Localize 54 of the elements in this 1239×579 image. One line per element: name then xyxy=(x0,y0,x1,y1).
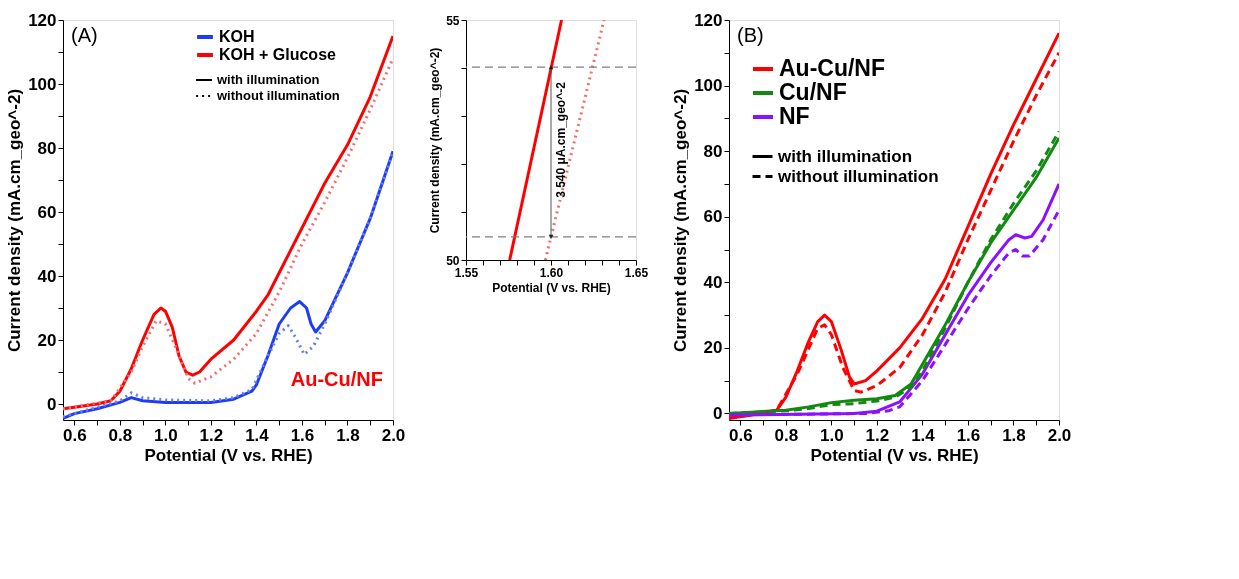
legend-label: KOH + Glucose xyxy=(219,46,337,63)
x-tick-label: 0.6 xyxy=(729,425,753,445)
annotation: (B) xyxy=(737,24,764,46)
annotation: without illumination xyxy=(216,88,340,103)
x-tick-label: 1.0 xyxy=(820,425,844,445)
y-tick-label: 0 xyxy=(713,403,723,423)
x-tick-label: 1.6 xyxy=(290,425,315,445)
y-tick-label: 20 xyxy=(703,338,723,358)
y-tick-label: 120 xyxy=(694,10,723,30)
legend-label: Cu/NF xyxy=(779,79,847,105)
y-tick-label: 80 xyxy=(703,141,723,161)
annotation: Au-Cu/NF xyxy=(290,368,383,390)
x-tick-label: 1.4 xyxy=(911,425,936,445)
x-tick-label: 1.2 xyxy=(865,425,890,445)
annotation: with illumination xyxy=(216,72,320,87)
x-tick-label: 1.4 xyxy=(245,425,270,445)
y-tick-label: 0 xyxy=(47,394,57,414)
legend-label: KOH xyxy=(219,28,255,45)
y-tick-label: 80 xyxy=(37,138,57,158)
y-tick-label: 20 xyxy=(37,330,57,350)
x-axis-title: Potential (V vs. RHE) xyxy=(144,445,313,465)
x-tick-label: 1.65 xyxy=(624,265,649,280)
x-tick-label: 0.8 xyxy=(108,425,133,445)
y-axis-title: Current density (mA.cm_geo^-2) xyxy=(428,47,443,234)
y-tick-label: 60 xyxy=(37,202,57,222)
x-tick-label: 1.60 xyxy=(539,265,564,280)
x-tick-label: 2.0 xyxy=(1047,425,1072,445)
annotation: with illumination xyxy=(777,146,913,166)
y-axis-title: Current density (mA.cm_geo^-2) xyxy=(5,88,25,353)
annotation: without illumination xyxy=(777,166,939,186)
x-tick-label: 1.0 xyxy=(154,425,178,445)
legend-label: Au-Cu/NF xyxy=(779,55,886,81)
x-axis-title: Potential (V vs. RHE) xyxy=(810,445,979,465)
legend-label: NF xyxy=(779,103,810,129)
y-tick-label: 100 xyxy=(28,74,57,94)
y-tick-label: 50 xyxy=(446,253,460,268)
x-tick-label: 1.8 xyxy=(336,425,360,445)
y-axis-title: Current density (mA.cm_geo^-2) xyxy=(671,88,691,353)
annotation: 3 540 μA.cm_geo^-2 xyxy=(554,81,568,198)
y-tick-label: 40 xyxy=(703,272,723,292)
x-tick-label: 1.6 xyxy=(956,425,981,445)
y-tick-label: 60 xyxy=(703,207,723,227)
y-tick-label: 100 xyxy=(694,76,723,96)
annotation: (A) xyxy=(71,24,98,46)
y-tick-label: 40 xyxy=(37,266,57,286)
x-tick-label: 1.2 xyxy=(199,425,224,445)
y-tick-label: 120 xyxy=(28,10,57,30)
x-tick-label: 0.8 xyxy=(774,425,799,445)
y-tick-label: 55 xyxy=(446,13,460,28)
x-tick-label: 1.8 xyxy=(1002,425,1026,445)
x-tick-label: 2.0 xyxy=(381,425,406,445)
x-tick-label: 1.55 xyxy=(454,265,479,280)
x-axis-title: Potential (V vs. RHE) xyxy=(492,280,611,295)
x-tick-label: 0.6 xyxy=(63,425,87,445)
